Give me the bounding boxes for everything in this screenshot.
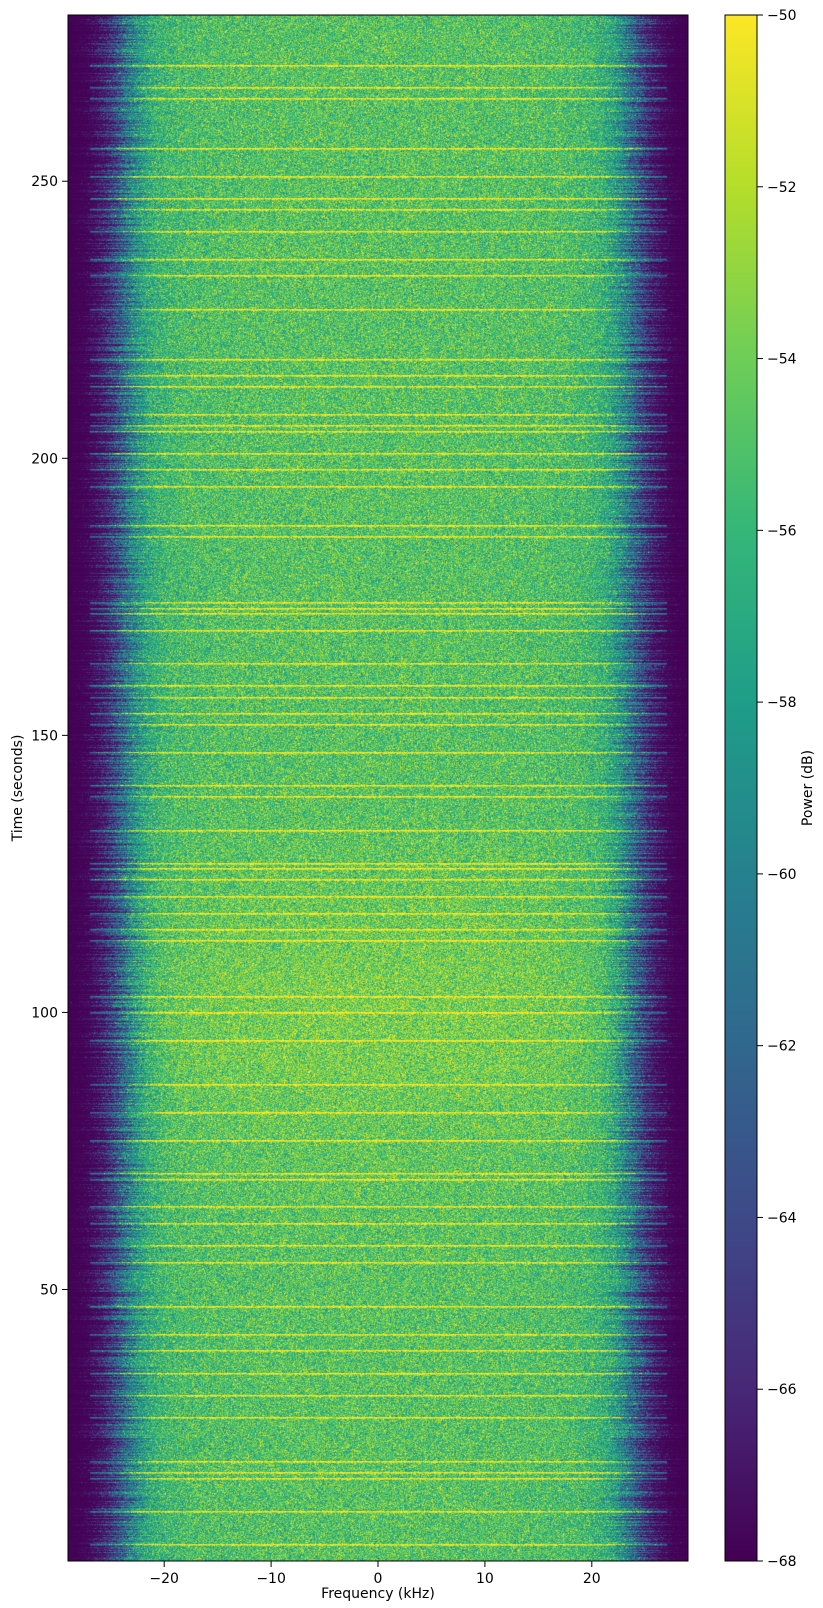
colorbar-frame — [724, 14, 758, 1562]
colorbar-tick-label: −56 — [767, 523, 797, 539]
colorbar-ticks: −68 −66 −64 −62 −60 −58 −56 −54 −52 −50 — [757, 8, 797, 1570]
colorbar-label: Power (dB) — [800, 750, 816, 826]
x-tick-label: −20 — [149, 1571, 179, 1587]
y-tick-label: 250 — [31, 174, 58, 190]
y-tick-label: 50 — [40, 1282, 58, 1298]
y-axis-label: Time (seconds) — [10, 735, 26, 843]
plot-frame — [67, 14, 689, 1562]
x-axis-label: Frequency (kHz) — [321, 1586, 435, 1602]
x-tick-label: 0 — [374, 1571, 383, 1587]
colorbar-tick-label: −62 — [767, 1039, 797, 1055]
x-axis-ticks: −20 −10 0 10 20 — [149, 1561, 601, 1587]
colorbar-tick-label: −66 — [767, 1382, 797, 1398]
colorbar-tick-label: −52 — [767, 180, 797, 196]
x-tick-label: 10 — [476, 1571, 494, 1587]
colorbar-tick-label: −58 — [767, 695, 797, 711]
y-tick-label: 200 — [31, 451, 58, 467]
colorbar — [725, 15, 757, 1561]
colorbar-tick-label: −64 — [767, 1210, 797, 1226]
x-tick-label: 20 — [583, 1571, 601, 1587]
colorbar-tick-label: −54 — [767, 352, 797, 368]
y-axis-ticks: 50 100 150 200 250 — [31, 174, 68, 1298]
spectrogram-plot — [68, 15, 688, 1561]
x-tick-label: −10 — [256, 1571, 286, 1587]
colorbar-tick-label: −68 — [767, 1554, 797, 1570]
colorbar-tick-label: −60 — [767, 867, 797, 883]
y-tick-label: 150 — [31, 728, 58, 744]
y-tick-label: 100 — [31, 1005, 58, 1021]
colorbar-tick-label: −50 — [767, 8, 797, 24]
